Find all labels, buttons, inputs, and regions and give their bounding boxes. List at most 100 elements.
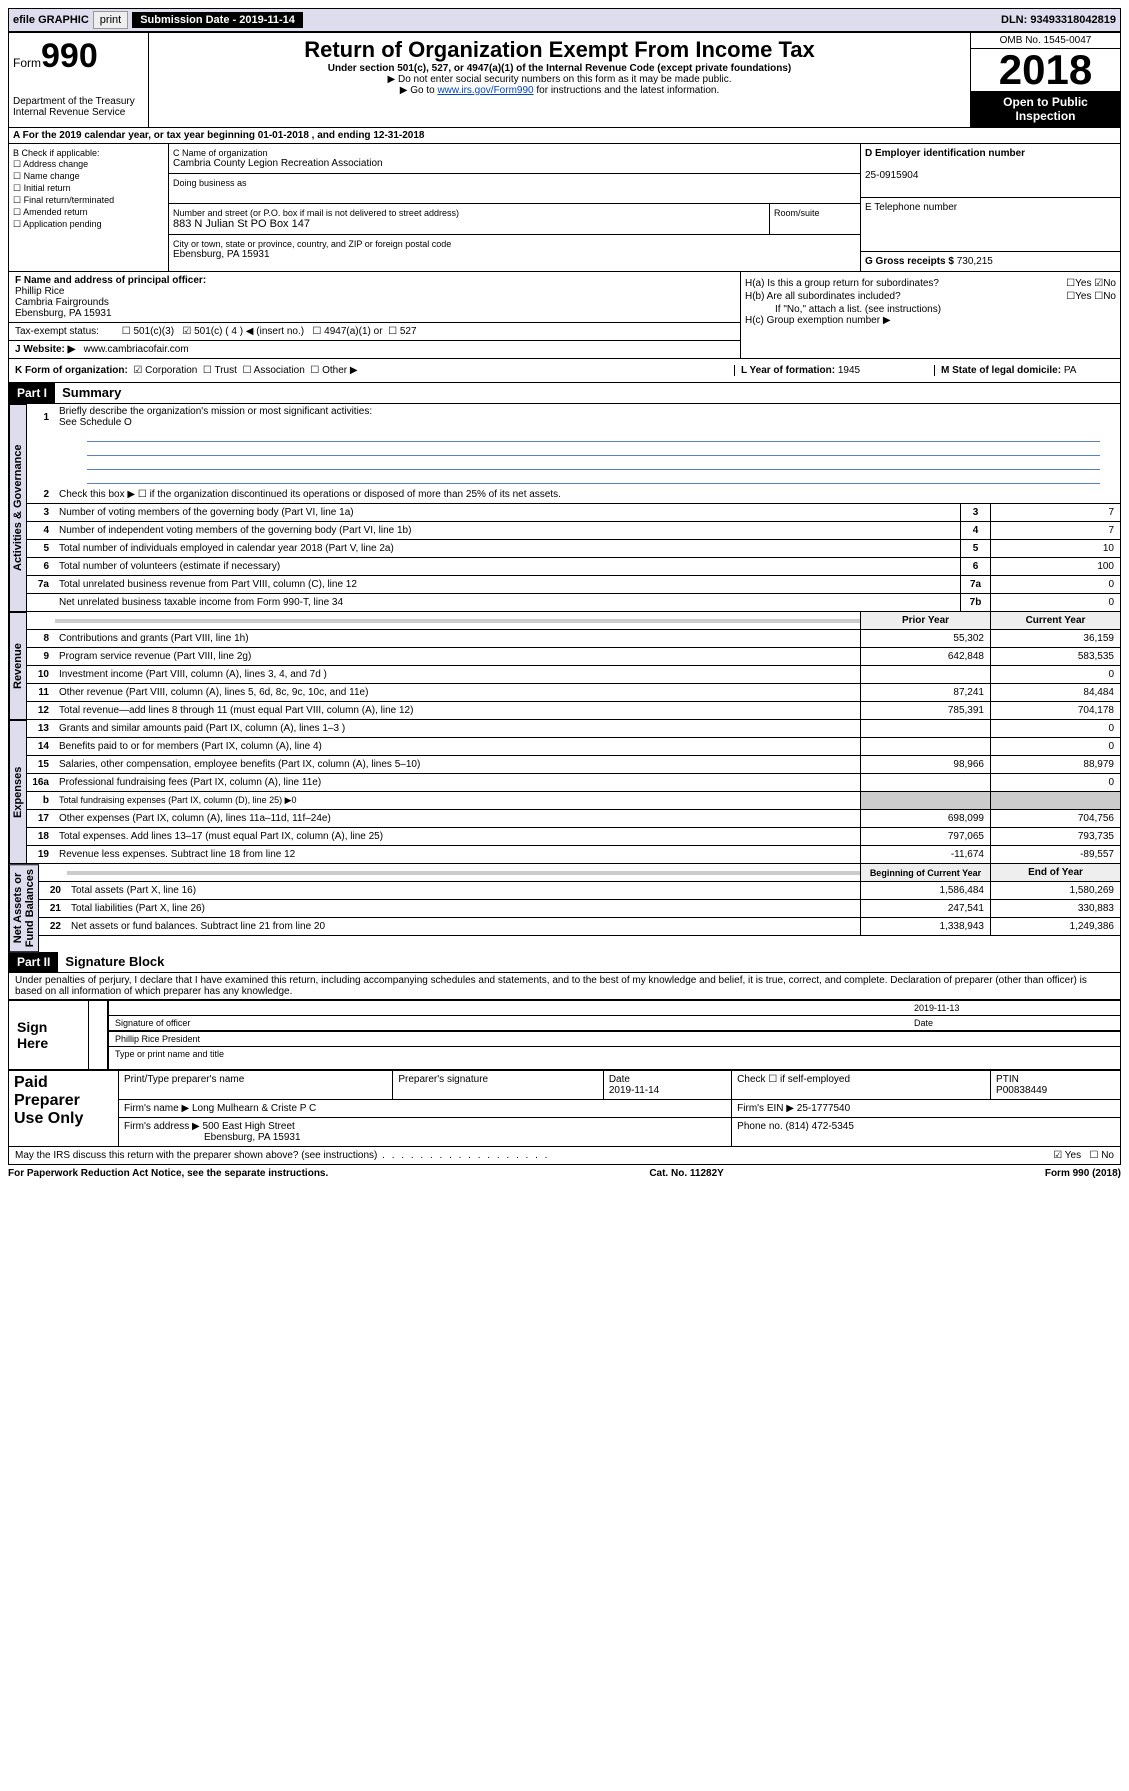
part2-title: Signature Block [61,954,164,969]
opt-trust[interactable]: ☐ Trust [203,365,237,376]
firm-name: Long Mulhearn & Criste P C [192,1103,316,1114]
opt-501c3[interactable]: ☐ 501(c)(3) [122,326,174,337]
line8-desc: Contributions and grants (Part VIII, lin… [55,631,860,646]
line16a-desc: Professional fundraising fees (Part IX, … [55,775,860,790]
paid-preparer-label: Paid Preparer Use Only [14,1074,113,1128]
dba-label: Doing business as [173,178,856,188]
form-header: Form990 Department of the Treasury Inter… [8,32,1121,128]
firm-addr2: Ebensburg, PA 15931 [124,1132,301,1143]
org-name-label: C Name of organization [173,148,856,158]
line3-val: 7 [990,504,1120,521]
chk-address[interactable]: ☐ Address change [13,159,164,170]
line14-v1 [860,738,990,755]
ein-value: 25-0915904 [865,170,918,181]
line10-v1 [860,666,990,683]
line20-desc: Total assets (Part X, line 16) [67,883,860,898]
officer-city: Ebensburg, PA 15931 [15,308,112,319]
line12-desc: Total revenue—add lines 8 through 11 (mu… [55,703,860,718]
line1-desc: Briefly describe the organization's miss… [55,404,1120,430]
opt-4947[interactable]: ☐ 4947(a)(1) or [312,326,382,337]
opt-501c[interactable]: ☑ 501(c) ( 4 ) ◀ (insert no.) [182,326,304,337]
chk-amended[interactable]: ☐ Amended return [13,207,164,218]
line17-v1: 698,099 [860,810,990,827]
opt-corp[interactable]: ☑ Corporation [133,365,197,376]
opt-527[interactable]: ☐ 527 [388,326,416,337]
line4-val: 7 [990,522,1120,539]
line20-v2: 1,580,269 [990,882,1120,899]
line19-desc: Revenue less expenses. Subtract line 18 … [55,847,860,862]
line7b-desc: Net unrelated business taxable income fr… [55,595,960,610]
prep-sig-label: Preparer's signature [393,1071,603,1100]
efile-label: efile GRAPHIC [13,14,89,26]
type-name-label: Type or print name and title [115,1049,224,1059]
cat-no: Cat. No. 11282Y [649,1168,723,1179]
vlabel-expenses: Expenses [9,720,27,864]
chk-final[interactable]: ☐ Final return/terminated [13,195,164,206]
line14-v2: 0 [990,738,1120,755]
line18-v2: 793,735 [990,828,1120,845]
self-employed[interactable]: Check ☐ if self-employed [732,1071,991,1100]
irs-link[interactable]: www.irs.gov/Form990 [437,85,533,96]
line14-desc: Benefits paid to or for members (Part IX… [55,739,860,754]
tax-year: 2018 [971,49,1120,91]
website-label: J Website: ▶ [15,344,75,355]
paperwork-notice: For Paperwork Reduction Act Notice, see … [8,1168,328,1179]
ha-yes[interactable]: ☐Yes [1066,278,1091,289]
line9-v2: 583,535 [990,648,1120,665]
discuss-no[interactable]: ☐ No [1089,1150,1114,1161]
line11-v2: 84,484 [990,684,1120,701]
ha-no[interactable]: ☑No [1094,278,1116,289]
line13-v2: 0 [990,720,1120,737]
hb-yes[interactable]: ☐Yes [1066,291,1091,302]
hb-no[interactable]: ☐No [1094,291,1116,302]
form-footer: Form 990 (2018) [1045,1168,1121,1179]
hc-label: H(c) Group exemption number ▶ [745,315,1116,326]
line13-v1 [860,720,990,737]
vlabel-revenue: Revenue [9,612,27,720]
chk-pending[interactable]: ☐ Application pending [13,219,164,230]
box-b-label: B Check if applicable: [13,148,164,158]
officer-org: Cambria Fairgrounds [15,297,109,308]
line18-desc: Total expenses. Add lines 13–17 (must eq… [55,829,860,844]
part1-header: Part I [9,383,55,403]
opt-other[interactable]: ☐ Other ▶ [310,365,357,376]
line21-v1: 247,541 [860,900,990,917]
line5-val: 10 [990,540,1120,557]
discuss-yes[interactable]: ☑ Yes [1053,1150,1081,1161]
prep-name-label: Print/Type preparer's name [119,1071,393,1100]
ha-label: H(a) Is this a group return for subordin… [745,278,939,289]
line22-desc: Net assets or fund balances. Subtract li… [67,919,860,934]
phone-label: E Telephone number [865,202,957,213]
line12-v1: 785,391 [860,702,990,719]
firm-addr: 500 East High Street [203,1121,295,1132]
line21-v2: 330,883 [990,900,1120,917]
department: Department of the Treasury Internal Reve… [13,96,144,118]
opt-assoc[interactable]: ☐ Association [242,365,304,376]
line2-desc: Check this box ▶ ☐ if the organization d… [55,487,1120,502]
officer-name: Phillip Rice [15,286,64,297]
org-name: Cambria County Legion Recreation Associa… [173,158,856,169]
hdr-current: Current Year [990,612,1120,629]
chk-name[interactable]: ☐ Name change [13,171,164,182]
sign-here-label: Sign Here [9,1001,89,1069]
note-ssn: ▶ Do not enter social security numbers o… [153,74,966,85]
line4-desc: Number of independent voting members of … [55,523,960,538]
gross-receipts-label: G Gross receipts $ [865,256,954,267]
hdr-prior: Prior Year [860,612,990,629]
part2-header: Part II [9,952,58,972]
form-subtitle: Under section 501(c), 527, or 4947(a)(1)… [153,63,966,74]
line16b-desc: Total fundraising expenses (Part IX, col… [55,793,860,808]
prep-date: 2019-11-14 [609,1085,659,1096]
print-button[interactable]: print [93,11,128,29]
line10-desc: Investment income (Part VIII, column (A)… [55,667,860,682]
line15-v1: 98,966 [860,756,990,773]
chk-initial[interactable]: ☐ Initial return [13,183,164,194]
vlabel-netassets: Net Assets or Fund Balances [9,864,39,952]
sig-date: 2019-11-13 [914,1003,1114,1013]
city-state-zip: Ebensburg, PA 15931 [173,249,856,260]
line8-v1: 55,302 [860,630,990,647]
submission-date: Submission Date - 2019-11-14 [132,12,303,28]
line19-v2: -89,557 [990,846,1120,863]
line16a-v2: 0 [990,774,1120,791]
ptin: P00838449 [996,1085,1047,1096]
